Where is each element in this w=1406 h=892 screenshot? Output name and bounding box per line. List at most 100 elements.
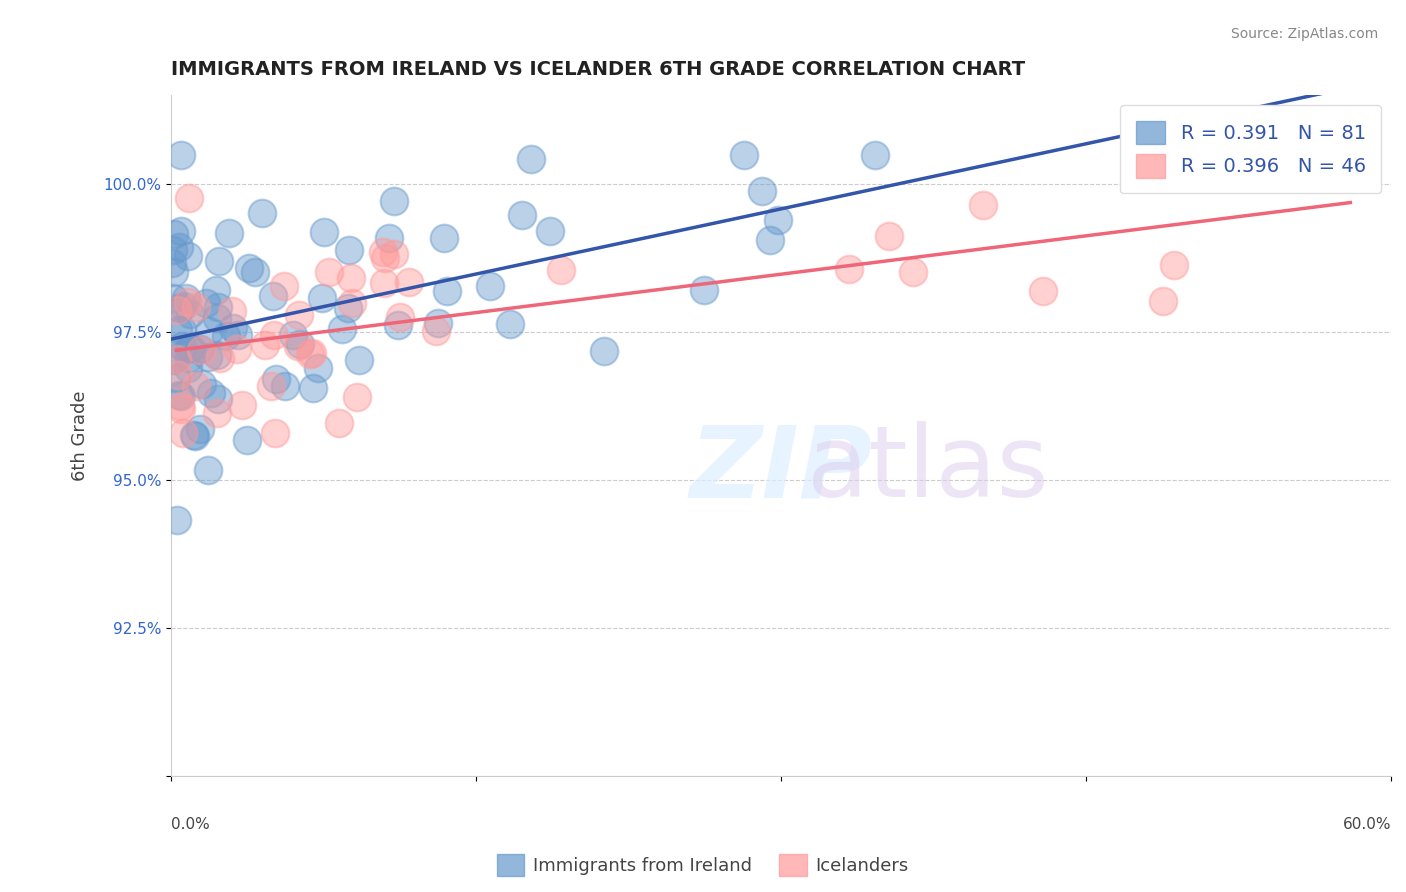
Point xyxy=(693,283,716,297)
Text: atlas: atlas xyxy=(807,421,1047,518)
Text: IMMIGRANTS FROM IRELAND VS ICELANDER 6TH GRADE CORRELATION CHART: IMMIGRANTS FROM IRELAND VS ICELANDER 6TH… xyxy=(172,60,1025,78)
Point xyxy=(188,342,211,356)
Point xyxy=(209,351,232,365)
Point xyxy=(733,147,755,161)
Point xyxy=(398,276,420,290)
Point xyxy=(550,263,572,277)
Point xyxy=(538,224,561,238)
Point xyxy=(184,378,207,392)
Text: 0.0%: 0.0% xyxy=(172,817,209,832)
Point xyxy=(877,229,900,244)
Point xyxy=(197,350,219,364)
Point xyxy=(260,379,283,393)
Point xyxy=(302,381,325,395)
Point xyxy=(170,323,193,337)
Point xyxy=(166,351,188,366)
Point xyxy=(274,379,297,393)
Point xyxy=(337,243,360,257)
Point xyxy=(167,323,190,337)
Point xyxy=(301,345,323,359)
Point xyxy=(170,389,193,403)
Point xyxy=(751,184,773,198)
Point xyxy=(207,348,229,362)
Point xyxy=(766,212,789,227)
Point xyxy=(200,386,222,401)
Point xyxy=(298,347,321,361)
Point xyxy=(172,338,194,352)
Point xyxy=(1164,147,1187,161)
Point xyxy=(901,265,924,279)
Point xyxy=(288,308,311,322)
Point xyxy=(163,227,186,242)
Point xyxy=(177,191,200,205)
Point xyxy=(264,372,287,386)
Point xyxy=(436,285,458,299)
Point xyxy=(190,343,212,357)
Point xyxy=(328,417,350,431)
Point xyxy=(235,433,257,447)
Point xyxy=(337,301,360,315)
Point xyxy=(1032,284,1054,298)
Legend: R = 0.391   N = 81, R = 0.396   N = 46: R = 0.391 N = 81, R = 0.396 N = 46 xyxy=(1121,105,1381,194)
Point xyxy=(318,265,340,279)
Point xyxy=(191,376,214,391)
Point xyxy=(373,245,395,260)
Text: ZIP: ZIP xyxy=(689,421,873,518)
Point xyxy=(339,270,361,285)
Point xyxy=(1163,258,1185,272)
Point xyxy=(179,351,201,365)
Point xyxy=(1152,294,1174,309)
Point xyxy=(162,353,184,368)
Point xyxy=(166,302,188,317)
Point xyxy=(160,256,183,270)
Point xyxy=(312,225,335,239)
Point xyxy=(382,194,405,208)
Point xyxy=(179,341,201,355)
Point xyxy=(340,296,363,310)
Point xyxy=(281,328,304,343)
Point xyxy=(838,262,860,277)
Point xyxy=(194,295,217,310)
Point xyxy=(512,209,534,223)
Point xyxy=(427,316,450,330)
Point xyxy=(163,265,186,279)
Point xyxy=(972,198,994,212)
Point xyxy=(479,279,502,293)
Point xyxy=(374,251,396,265)
Point xyxy=(311,291,333,305)
Point xyxy=(167,368,190,383)
Point xyxy=(262,289,284,303)
Point xyxy=(520,152,543,166)
Point xyxy=(183,428,205,442)
Point xyxy=(186,300,208,314)
Point xyxy=(347,353,370,368)
Point xyxy=(387,318,409,333)
Point xyxy=(177,295,200,310)
Point xyxy=(263,327,285,342)
Point xyxy=(373,277,395,291)
Point xyxy=(165,351,187,365)
Point xyxy=(330,322,353,336)
Point xyxy=(197,463,219,477)
Point xyxy=(307,360,329,375)
Point xyxy=(205,283,228,297)
Point xyxy=(388,310,411,325)
Point xyxy=(273,279,295,293)
Text: 60.0%: 60.0% xyxy=(1343,817,1391,832)
Point xyxy=(290,337,312,351)
Legend: Immigrants from Ireland, Icelanders: Immigrants from Ireland, Icelanders xyxy=(491,847,915,883)
Point xyxy=(166,513,188,527)
Point xyxy=(172,300,194,314)
Point xyxy=(253,338,276,352)
Point xyxy=(378,231,401,245)
Point xyxy=(222,321,245,335)
Point xyxy=(238,260,260,275)
Point xyxy=(863,147,886,161)
Point xyxy=(221,304,243,318)
Point xyxy=(170,401,193,416)
Point xyxy=(177,360,200,375)
Point xyxy=(207,392,229,406)
Point xyxy=(425,324,447,338)
Point xyxy=(226,328,249,343)
Point xyxy=(174,291,197,305)
